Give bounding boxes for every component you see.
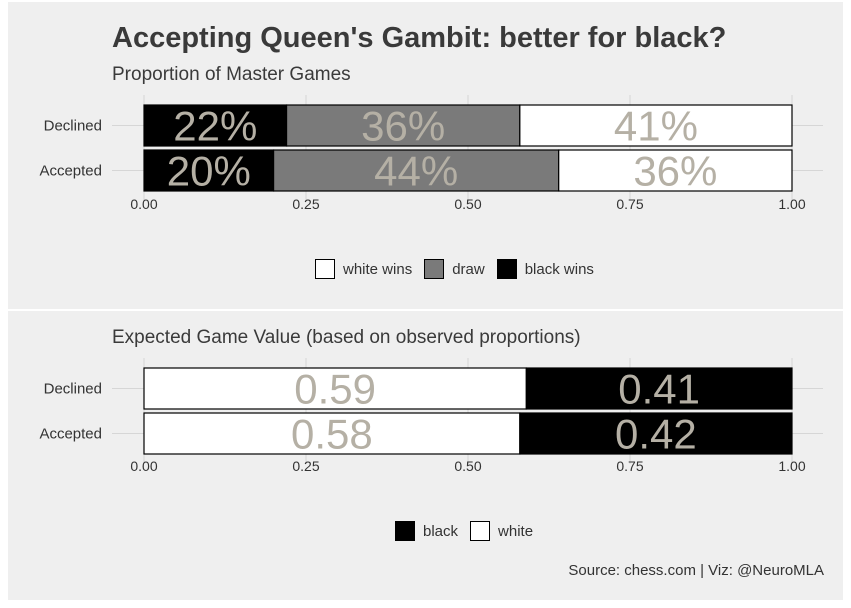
panel1-data-label: 36% <box>633 148 717 195</box>
legend-key <box>315 259 335 279</box>
chart-background <box>8 2 843 600</box>
panel2-bar-white <box>143 412 521 455</box>
legend-item: draw <box>424 259 485 279</box>
panel1-x-tick-label: 0.00 <box>130 196 157 212</box>
panel2-x-tick-label: 0.50 <box>454 458 481 474</box>
panel2-data-label: 0.41 <box>618 366 700 413</box>
panel1-subtitle: Proportion of Master Games <box>112 64 351 85</box>
panel2-data-label: 0.42 <box>615 411 697 458</box>
panel2-bar-black <box>525 367 793 410</box>
panel2-x-tick-label: 0.25 <box>292 458 319 474</box>
panel2-data-label: 0.59 <box>294 366 376 413</box>
panel1-bar-draw <box>273 149 560 192</box>
source-caption: Source: chess.com | Viz: @NeuroMLA <box>568 562 824 579</box>
panel1-bar-black-wins <box>143 149 275 192</box>
legend-item: white wins <box>315 259 412 279</box>
panel1-bar-white-wins <box>519 104 793 147</box>
legend-item: black wins <box>496 259 594 279</box>
legend-label: white <box>498 522 534 540</box>
panel2-category-label: Declined <box>44 381 102 398</box>
panel2-category-label: Accepted <box>39 426 102 443</box>
legend-key <box>395 521 415 541</box>
panel1-bar-white-wins <box>558 149 793 192</box>
legend-item: black <box>395 521 458 541</box>
legend-label: white wins <box>343 260 413 278</box>
panel1-category-label: Accepted <box>39 163 102 180</box>
panel-separator <box>8 309 843 311</box>
panel1-category-label: Declined <box>44 118 102 135</box>
panel2-data-label: 0.58 <box>291 411 373 458</box>
panel1-x-tick-label: 1.00 <box>778 196 805 212</box>
panel1-x-tick-label: 0.75 <box>616 196 643 212</box>
panel2-bar-black <box>519 412 793 455</box>
panel1-data-label: 44% <box>374 148 458 195</box>
legend-key <box>424 259 445 279</box>
panel1-data-label: 41% <box>614 103 698 150</box>
legend-panel2: black white <box>395 521 545 541</box>
legend-key <box>470 521 491 541</box>
panel1-x-tick-label: 0.50 <box>454 196 481 212</box>
legend-label: draw <box>452 260 485 278</box>
panel2-subtitle: Expected Game Value (based on observed p… <box>112 327 581 348</box>
panel1-x-tick-label: 0.25 <box>292 196 319 212</box>
legend-panel1: white wins draw black wins <box>315 259 606 279</box>
chart-title: Accepting Queen's Gambit: better for bla… <box>112 22 727 54</box>
panel1-data-label: 22% <box>173 103 257 150</box>
panel2-x-tick-label: 1.00 <box>778 458 805 474</box>
panel2-x-tick-label: 0.00 <box>130 458 157 474</box>
panel1-data-label: 36% <box>361 103 445 150</box>
legend-key <box>496 259 517 279</box>
panel2-bar-white <box>143 367 527 410</box>
panel1-data-label: 20% <box>167 148 251 195</box>
legend-label: black wins <box>524 260 594 278</box>
panel2-x-tick-label: 0.75 <box>616 458 643 474</box>
legend-item: white <box>470 521 533 541</box>
legend-label: black <box>423 522 459 540</box>
